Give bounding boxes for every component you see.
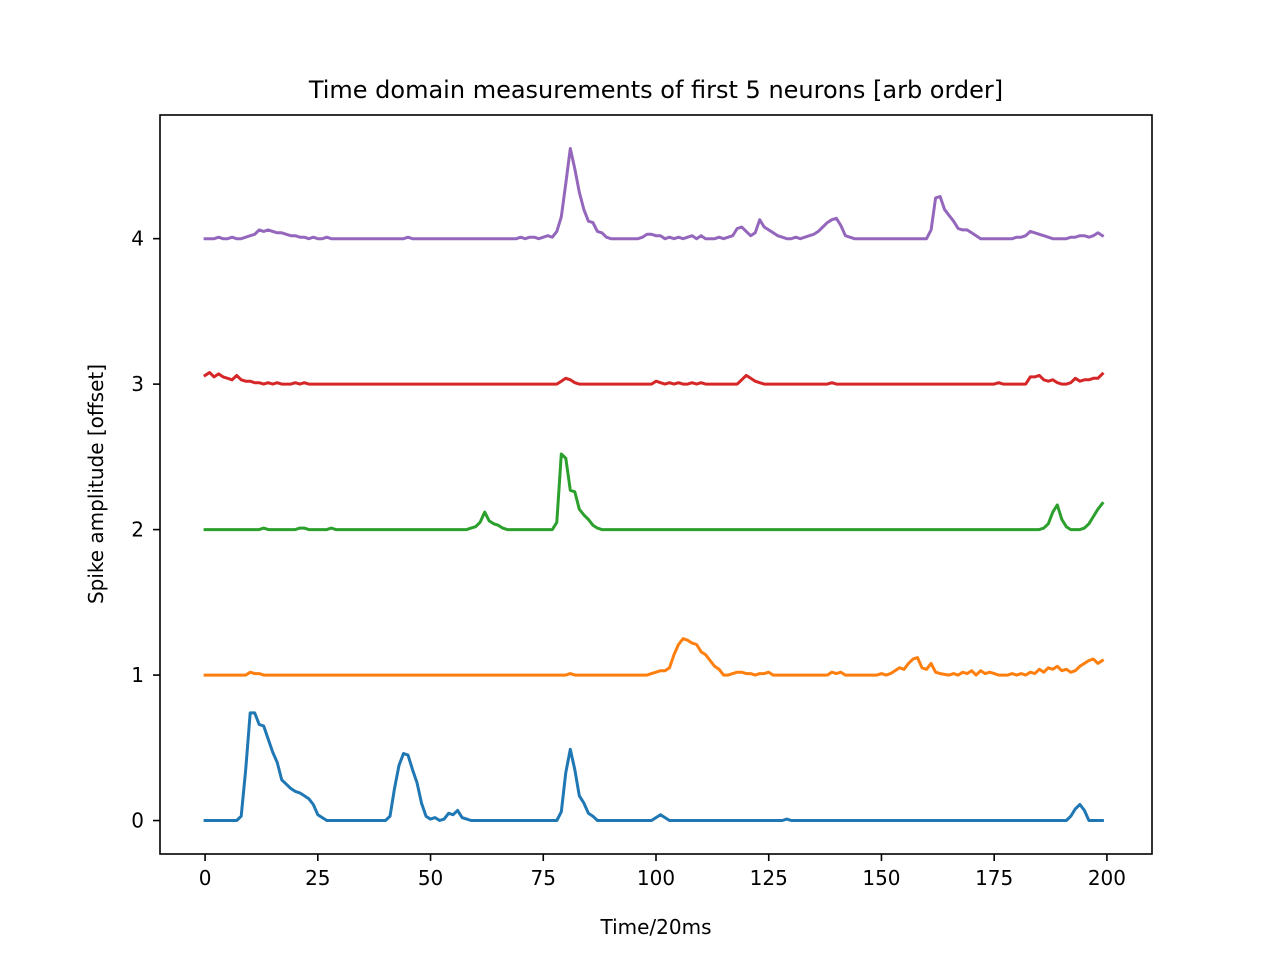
series-line-0	[203, 711, 1104, 822]
y-tick-label: 2	[131, 518, 144, 542]
y-tick-label: 1	[131, 663, 144, 687]
x-tick-label: 25	[305, 866, 330, 890]
x-tick-label: 50	[418, 866, 443, 890]
axes-layer: 0 25 50 75 100 125 150 175 200 0 1 2 3 4	[131, 114, 1153, 890]
series-line-2	[203, 452, 1105, 532]
x-tick-label: 200	[1088, 866, 1126, 890]
x-tick-label: 150	[862, 866, 900, 890]
x-tick-label: 100	[637, 866, 675, 890]
y-axis-label: Spike amplitude [offset]	[84, 364, 108, 604]
x-axis-label: Time/20ms	[599, 915, 711, 939]
series-layer	[203, 147, 1105, 822]
y-tick-label: 3	[131, 372, 144, 396]
series-line-3	[203, 371, 1105, 386]
series-line-4	[203, 147, 1105, 241]
series-line-1	[203, 637, 1105, 677]
y-tick-label: 4	[131, 227, 144, 251]
x-tick-label: 125	[750, 866, 788, 890]
x-tick-label: 0	[199, 866, 212, 890]
x-tick-label: 175	[975, 866, 1013, 890]
chart-title: Time domain measurements of first 5 neur…	[308, 76, 1003, 104]
x-tick-label: 75	[531, 866, 556, 890]
y-tick-label: 0	[131, 809, 144, 833]
